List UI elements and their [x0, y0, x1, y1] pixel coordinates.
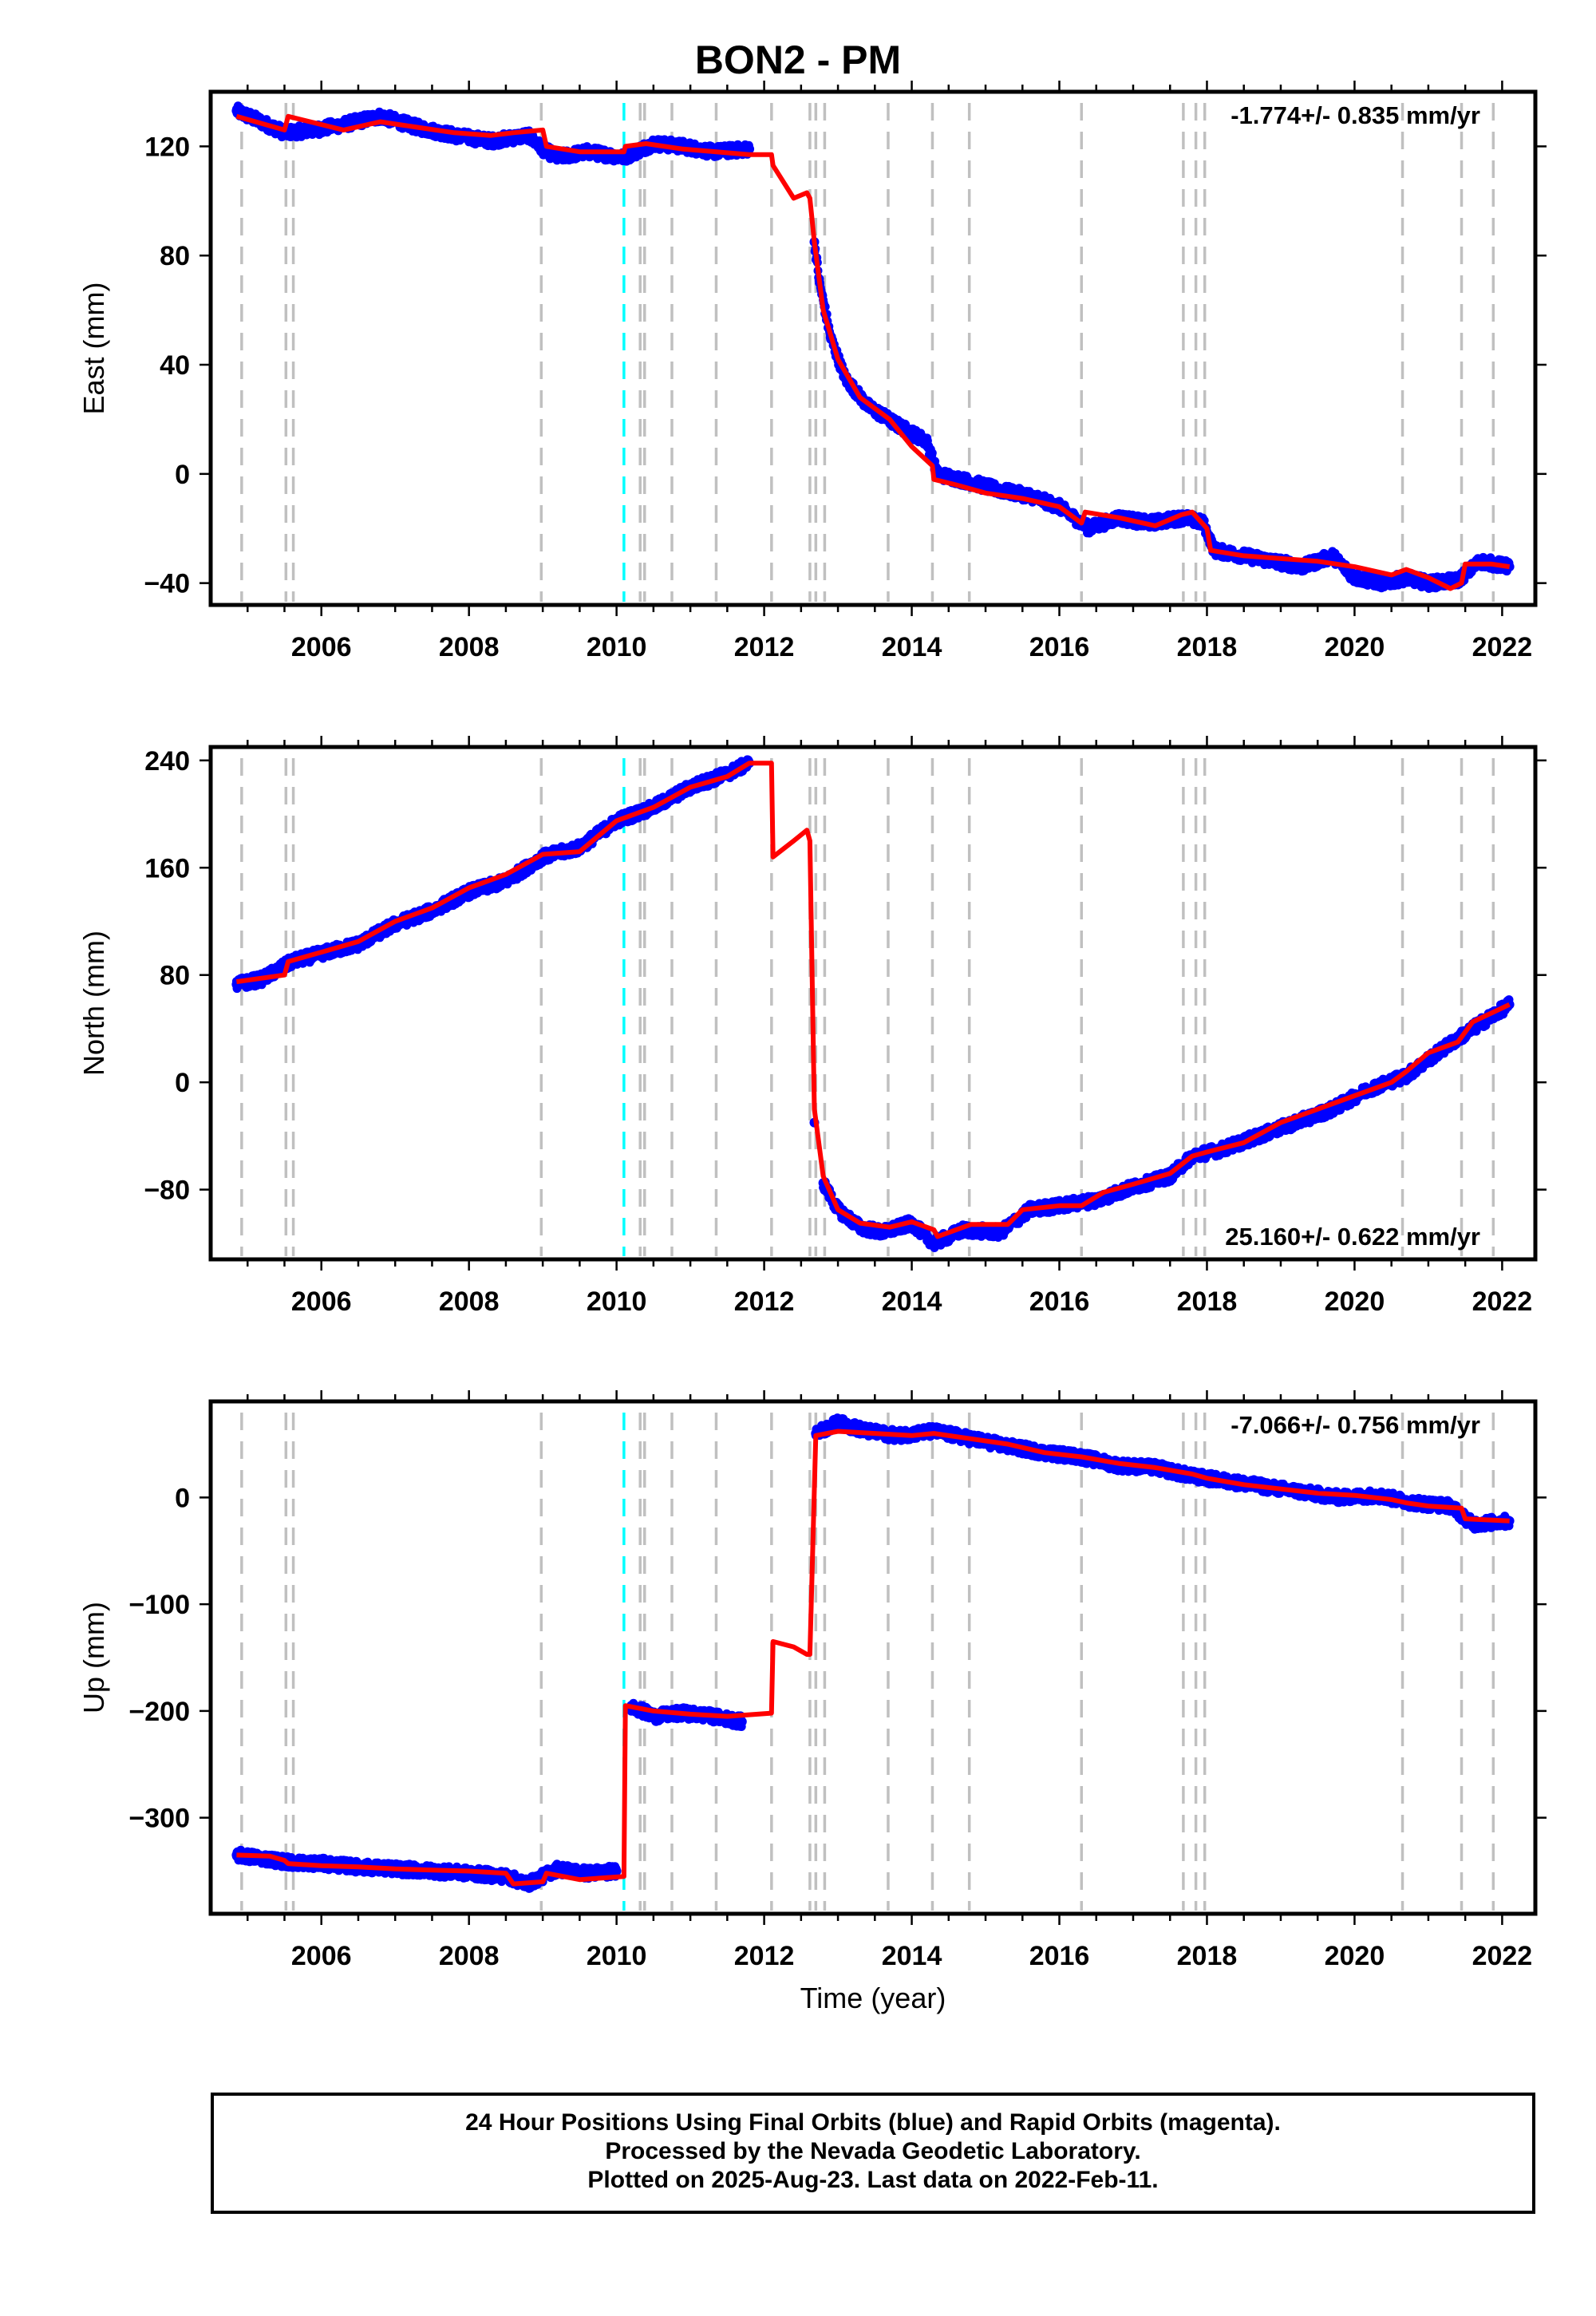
data-point	[929, 1238, 939, 1248]
y-tick-label: 40	[160, 350, 190, 381]
panel-2: 2006 2008 2010 2012 2014 2016 2018 2020 2022 −80 0…	[77, 736, 1547, 1317]
x-tick-label: 2022	[1472, 632, 1533, 662]
x-tick-label: 2006	[291, 1286, 352, 1317]
data-point	[922, 436, 931, 446]
data-points	[231, 1413, 1515, 1893]
data-point	[1379, 578, 1389, 588]
y-tick-label: 120	[144, 132, 190, 162]
x-tick-label: 2022	[1472, 1286, 1533, 1317]
x-tick-label: 2012	[734, 632, 795, 662]
data-point	[309, 124, 319, 135]
data-point	[1084, 524, 1094, 534]
x-tick-label: 2014	[882, 1286, 942, 1317]
y-tick-label: 160	[144, 853, 190, 883]
model-line	[235, 761, 1511, 1239]
y-tick-label: 0	[175, 460, 190, 490]
data-point	[486, 136, 496, 146]
y-axis-label: North (mm)	[77, 931, 110, 1076]
data-point	[995, 1227, 1005, 1238]
x-tick-label: 2018	[1177, 1286, 1238, 1317]
data-point	[552, 152, 563, 163]
y-axis-label: East (mm)	[77, 283, 110, 415]
y-tick-label: 80	[160, 241, 190, 271]
x-tick-label: 2016	[1029, 632, 1090, 662]
data-point	[877, 1227, 887, 1238]
panel-1: 2006 2008 2010 2012 2014 2016 2018 2020 2022 −40 0…	[77, 81, 1547, 662]
data-point	[1349, 572, 1360, 583]
rate-label: -1.774+/- 0.835 mm/yr	[1231, 101, 1480, 129]
data-points	[231, 755, 1515, 1252]
x-tick-label: 2008	[439, 632, 500, 662]
y-tick-label: −80	[144, 1176, 190, 1206]
y-tick-label: 80	[160, 961, 190, 991]
data-point	[1327, 551, 1337, 561]
x-tick-label: 2020	[1325, 632, 1385, 662]
data-point	[1401, 572, 1412, 583]
data-point	[500, 876, 511, 887]
data-point	[745, 144, 755, 154]
y-tick-label: 240	[144, 746, 190, 777]
data-points	[231, 101, 1515, 593]
data-point	[927, 449, 937, 458]
x-tick-label: 2018	[1177, 632, 1238, 662]
x-tick-label: 2012	[734, 1286, 795, 1317]
y-tick-label: 0	[175, 1068, 190, 1098]
rate-label: 25.160+/- 0.622 mm/yr	[1225, 1223, 1480, 1251]
x-tick-label: 2008	[439, 1286, 500, 1317]
panel-frame	[208, 745, 1538, 1262]
page-title: BON2 - PM	[694, 38, 902, 82]
x-tick-label: 2014	[882, 632, 942, 662]
data-point	[966, 477, 976, 488]
x-tick-label: 2010	[587, 632, 647, 662]
x-tick-label: 2020	[1325, 1286, 1385, 1317]
y-tick-label: −40	[144, 569, 190, 599]
data-point	[338, 120, 349, 129]
x-tick-label: 2010	[587, 1286, 647, 1317]
model-line	[235, 113, 1511, 591]
panel-3: 2006 2008 2010 2012 2014 2016 2018 2020 2022−300…	[77, 1390, 1547, 1971]
data-point	[375, 111, 385, 121]
data-point	[231, 105, 242, 116]
panel-frame	[208, 89, 1538, 607]
x-tick-label: 2016	[1029, 1286, 1090, 1317]
data-point	[1298, 562, 1308, 572]
data-point	[618, 152, 629, 163]
x-tick-label: 2006	[291, 632, 352, 662]
